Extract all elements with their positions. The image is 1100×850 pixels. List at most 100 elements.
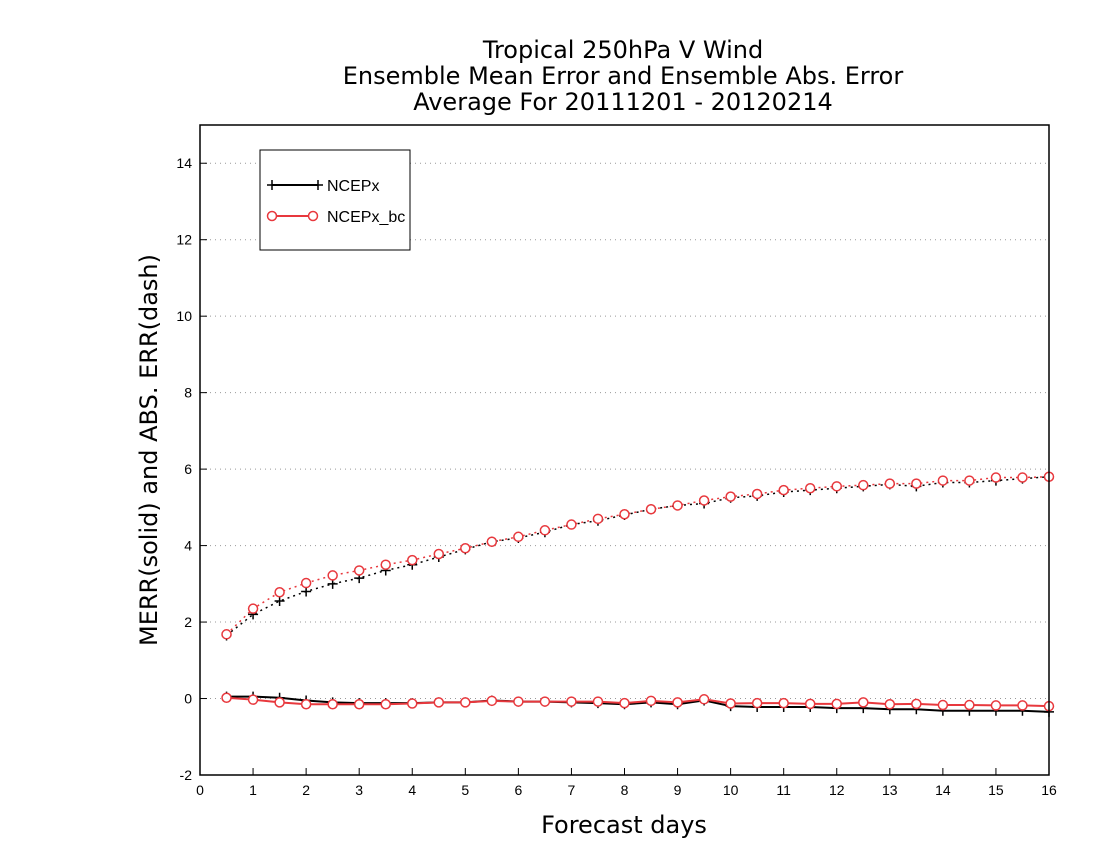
- y-tick-label: 14: [176, 155, 192, 171]
- x-tick-label: 4: [408, 782, 416, 798]
- data-point-mean-error-ncepx-bc: [804, 698, 816, 710]
- data-point-abs-error-ncepx-bc: [911, 478, 922, 489]
- data-point-mean-error-ncepx-bc: [327, 699, 338, 710]
- data-point-mean-error-ncepx-bc: [645, 695, 657, 707]
- data-point-abs-error-ncepx-bc: [804, 482, 816, 494]
- data-point-mean-error-ncepx-bc: [539, 696, 551, 707]
- legend: NCEPx NCEPx_bc: [259, 149, 411, 251]
- x-tick-label: 1: [249, 782, 257, 798]
- data-point-mean-error-ncepx-bc: [407, 698, 418, 709]
- data-point-abs-error-ncepx-bc: [380, 559, 391, 570]
- data-point-mean-error-ncepx-bc: [221, 692, 232, 704]
- chart-title-line-1: Tropical 250hPa V Wind: [482, 36, 763, 64]
- y-tick-label: 10: [176, 308, 192, 324]
- data-point-abs-error-ncepx-bc: [1017, 472, 1028, 483]
- data-point-abs-error-ncepx-bc: [645, 504, 657, 515]
- data-point-abs-error-ncepx-bc: [274, 586, 285, 598]
- y-tick-label: -2: [180, 767, 193, 783]
- data-point-abs-error-ncepx-bc: [672, 500, 683, 511]
- x-tick-label: 14: [935, 782, 951, 798]
- data-point-abs-error-ncepx-bc: [990, 472, 1002, 483]
- data-point-abs-error-ncepx-bc: [858, 479, 869, 491]
- data-point-abs-error-ncepx-bc: [778, 484, 789, 496]
- data-point-abs-error-ncepx-bc: [566, 519, 577, 530]
- x-tick-label: 7: [568, 782, 576, 798]
- plot-series: [221, 471, 1055, 717]
- data-point-abs-error-ncepx: [274, 596, 285, 607]
- y-tick-label: 8: [184, 385, 192, 401]
- data-point-mean-error-ncepx-bc: [1017, 700, 1028, 711]
- data-point-abs-error-ncepx-bc: [964, 475, 975, 486]
- data-point-abs-error-ncepx-bc: [353, 565, 365, 576]
- data-point-abs-error-ncepx-bc: [433, 548, 445, 560]
- data-point-abs-error-ncepx-bc: [698, 495, 710, 506]
- legend-label-ncepx: NCEPx: [327, 178, 379, 195]
- x-tick-label: 6: [514, 782, 522, 798]
- y-tick-label: 12: [176, 232, 192, 248]
- data-point-abs-error-ncepx-bc: [539, 525, 551, 536]
- data-point-abs-error-ncepx-bc: [831, 481, 842, 492]
- y-tick-label: 2: [184, 614, 192, 630]
- data-point-mean-error-ncepx-bc: [566, 696, 577, 707]
- x-tick-label: 11: [776, 782, 791, 798]
- data-point-abs-error-ncepx-bc: [592, 513, 604, 525]
- data-point-mean-error-ncepx-bc: [911, 698, 922, 710]
- x-tick-label: 13: [882, 782, 898, 798]
- data-point-abs-error-ncepx-bc: [937, 475, 949, 486]
- legend-box: [259, 149, 411, 251]
- data-point-abs-error-ncepx-bc: [619, 508, 630, 520]
- data-point-abs-error-ncepx-bc: [221, 629, 232, 640]
- data-point-mean-error-ncepx-bc: [751, 697, 763, 709]
- data-point-mean-error-ncepx-bc: [353, 699, 365, 710]
- legend-label-ncepx-bc: NCEPx_bc: [327, 209, 405, 226]
- data-point-mean-error-ncepx-bc: [274, 697, 285, 708]
- data-point-mean-error-ncepx-bc: [619, 697, 630, 709]
- series-line-abs-error-ncepx: [226, 476, 1050, 637]
- data-point-mean-error-ncepx-bc: [884, 699, 896, 710]
- legend-marker-ncepx: [267, 180, 323, 190]
- data-point-mean-error-ncepx-bc: [513, 696, 524, 707]
- data-point-abs-error-ncepx-bc: [513, 531, 524, 543]
- x-tick-label: 10: [723, 782, 739, 798]
- data-point-mean-error-ncepx-bc: [937, 699, 949, 711]
- x-tick-label: 3: [355, 782, 363, 798]
- data-point-abs-error-ncepx-bc: [751, 488, 763, 500]
- data-point-mean-error-ncepx-bc: [778, 697, 789, 709]
- gridlines: [200, 162, 1049, 776]
- data-point-mean-error-ncepx-bc: [698, 694, 710, 705]
- data-point-abs-error-ncepx-bc: [486, 536, 498, 548]
- data-point-mean-error-ncepx-bc: [725, 698, 736, 709]
- data-point-abs-error-ncepx-bc: [327, 570, 338, 581]
- data-point-mean-error-ncepx-bc: [672, 697, 683, 708]
- data-point-mean-error-ncepx-bc: [460, 697, 471, 708]
- y-tick-label: 4: [184, 538, 192, 554]
- series-line-abs-error-ncepx-bc: [226, 476, 1050, 635]
- data-point-mean-error-ncepx-bc: [247, 694, 259, 705]
- x-tick-label: 9: [674, 782, 682, 798]
- x-axis-label: Forecast days: [541, 811, 707, 839]
- data-point-abs-error-ncepx-bc: [247, 603, 259, 614]
- x-tick-label: 5: [461, 782, 469, 798]
- data-point-mean-error-ncepx-bc: [592, 696, 604, 707]
- data-point-abs-error-ncepx-bc: [725, 491, 736, 502]
- legend-marker-ncepx-bc-right: [307, 210, 319, 222]
- x-tick-label: 2: [302, 782, 310, 798]
- data-point-mean-error-ncepx-bc: [831, 698, 842, 710]
- chart-title-line-2: Ensemble Mean Error and Ensemble Abs. Er…: [343, 62, 904, 90]
- x-tick-label: 16: [1041, 782, 1057, 798]
- data-point-abs-error-ncepx-bc: [300, 577, 312, 589]
- y-axis-label: MERR(solid) and ABS. ERR(dash): [135, 254, 163, 646]
- data-point-abs-error-ncepx-bc: [884, 478, 896, 489]
- data-point-abs-error-ncepx-bc: [407, 554, 418, 566]
- y-tick-label: 6: [184, 461, 192, 477]
- x-tick-label: 0: [196, 782, 204, 798]
- data-point-mean-error-ncepx-bc: [486, 695, 498, 707]
- chart-title-line-3: Average For 20111201 - 20120214: [413, 88, 833, 116]
- data-point-mean-error-ncepx-bc: [858, 697, 869, 708]
- y-tick-label: 0: [184, 691, 192, 707]
- x-tick-label: 12: [829, 782, 845, 798]
- legend-marker-ncepx-bc-left: [266, 210, 278, 222]
- data-point-mean-error-ncepx-bc: [433, 697, 445, 708]
